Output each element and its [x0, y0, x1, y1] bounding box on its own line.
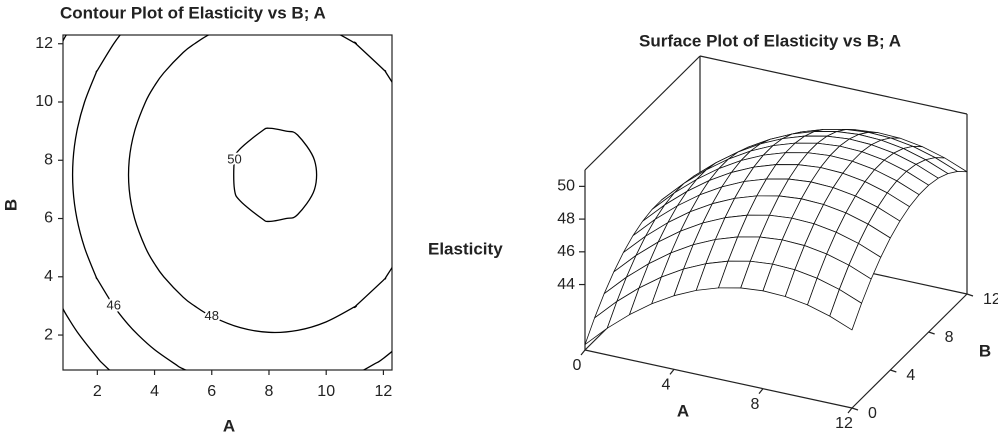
contour-label: 48 — [205, 308, 219, 323]
x-tick-label: 0 — [573, 357, 582, 374]
z-tick-label: 48 — [557, 210, 575, 227]
x-tick-label: 10 — [317, 383, 335, 400]
box-edge — [699, 55, 968, 115]
y-axis-label: B — [1, 199, 20, 211]
contour-line — [127, 35, 392, 334]
x-tick-label: 12 — [835, 415, 853, 432]
contour-label: 46 — [106, 297, 120, 312]
z-tick-label: 50 — [557, 178, 575, 195]
y-tick — [851, 407, 859, 411]
contour-label: 50 — [227, 152, 241, 167]
y-tick-label: 4 — [44, 268, 53, 285]
x-tick-label: 12 — [375, 383, 393, 400]
z-tick-label: 46 — [557, 243, 575, 260]
y-tick-label: 8 — [945, 329, 954, 346]
y-tick-label: 0 — [868, 405, 877, 422]
surface-title: Surface Plot of Elasticity vs B; A — [639, 31, 901, 50]
y-tick-label: 2 — [44, 326, 53, 343]
x-tick-label: 8 — [751, 396, 760, 413]
x-tick-label: 4 — [150, 383, 159, 400]
plot-frame — [62, 34, 393, 371]
x-tick-label: 8 — [265, 383, 274, 400]
y-tick-label: 6 — [44, 210, 53, 227]
x-tick — [669, 368, 675, 375]
contour-line — [63, 35, 111, 370]
x-tick — [847, 407, 853, 414]
contour-title: Contour Plot of Elasticity vs B; A — [60, 3, 326, 22]
y-tick-label: 4 — [906, 367, 915, 384]
x-tick-label: 2 — [93, 383, 102, 400]
y-tick-label: 12 — [983, 291, 998, 308]
contour-line — [71, 35, 392, 370]
y-tick — [966, 293, 974, 297]
z-axis-label: Elasticity — [428, 239, 503, 258]
contour-line — [233, 127, 318, 223]
box-edge — [584, 349, 853, 409]
x-tick-label: 4 — [662, 377, 671, 394]
y-tick — [890, 369, 897, 373]
x-tick — [758, 388, 764, 395]
x-tick — [580, 349, 586, 356]
x-axis-label: A — [223, 416, 235, 435]
x-tick-label: 6 — [207, 383, 216, 400]
y-tick-label: 8 — [44, 151, 53, 168]
y-tick-label: 12 — [35, 35, 53, 52]
contour-lines — [63, 35, 392, 370]
box-edge — [584, 55, 701, 171]
surface-x-label: A — [677, 401, 689, 420]
z-tick-label: 44 — [557, 276, 575, 293]
y-tick-label: 10 — [35, 93, 53, 110]
surface-y-label: B — [979, 341, 991, 360]
y-tick — [928, 331, 935, 335]
box-edge — [851, 293, 968, 409]
surface-patch — [829, 289, 862, 331]
